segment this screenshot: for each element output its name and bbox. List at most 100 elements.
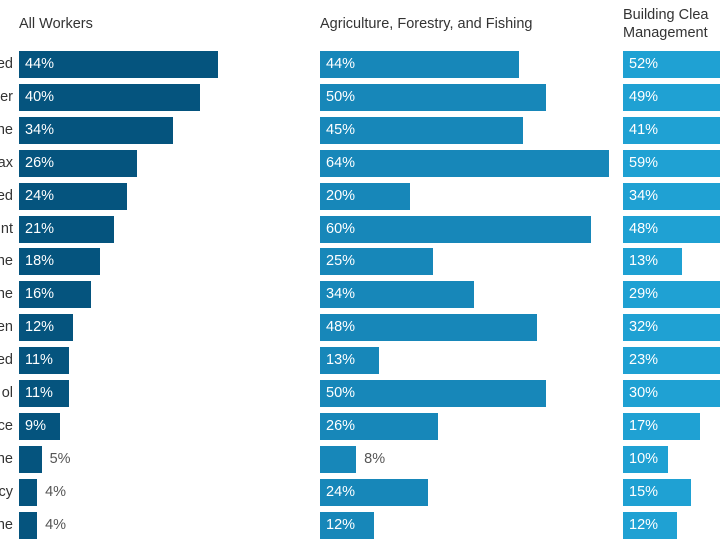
data-label: 50% — [326, 385, 356, 401]
data-label: 23% — [629, 352, 659, 369]
bar — [320, 83, 546, 111]
bar — [320, 380, 546, 407]
category-label: ce — [0, 417, 13, 434]
bar — [623, 215, 720, 243]
data-label: 59% — [629, 154, 659, 171]
data-label: 11% — [25, 352, 53, 369]
data-label: 13% — [629, 253, 659, 270]
bar — [19, 478, 38, 506]
data-label: 44% — [25, 56, 55, 72]
data-label: 4% — [45, 483, 67, 500]
data-label: 41% — [629, 121, 659, 138]
bar — [320, 182, 411, 210]
category-label: er — [0, 88, 13, 105]
data-label: 34% — [629, 187, 659, 204]
data-label: 24% — [326, 483, 356, 500]
bar — [19, 215, 114, 243]
data-label: 30% — [629, 385, 659, 401]
data-label: 5% — [49, 450, 71, 467]
bar — [623, 445, 669, 473]
bar — [19, 347, 69, 375]
data-label: 9% — [25, 417, 46, 434]
bar — [623, 314, 720, 342]
bar — [320, 412, 438, 440]
category-label: ne — [0, 121, 13, 138]
bar — [320, 248, 433, 276]
data-label: 15% — [629, 483, 659, 500]
bar — [623, 281, 720, 309]
data-label: 60% — [326, 220, 356, 237]
data-label: 26% — [25, 154, 55, 171]
bar — [320, 149, 610, 177]
data-label: 20% — [326, 187, 356, 204]
category-label: ne — [0, 286, 13, 303]
bar — [320, 478, 429, 506]
panel-title-line: All Workers — [19, 16, 93, 32]
category-label: nt — [0, 220, 13, 237]
bar — [19, 380, 69, 407]
data-label: 21% — [25, 220, 55, 237]
bar — [623, 380, 720, 407]
data-label: 44% — [326, 56, 356, 72]
bar — [320, 347, 379, 375]
data-label: 10% — [629, 450, 659, 467]
data-label: 25% — [326, 253, 356, 270]
data-label: 34% — [326, 286, 356, 303]
data-label: 48% — [326, 319, 356, 336]
bar — [623, 478, 691, 506]
bar — [320, 51, 519, 78]
data-label: 52% — [629, 56, 659, 72]
bar — [623, 412, 700, 440]
category-label: ne — [0, 516, 13, 533]
bar — [19, 412, 60, 440]
bar — [623, 347, 720, 375]
bar — [320, 511, 375, 539]
data-label: 34% — [25, 121, 55, 138]
category-label: ax — [0, 154, 13, 171]
bar — [320, 445, 357, 473]
bar — [320, 215, 592, 243]
data-label: 18% — [25, 253, 55, 270]
bar — [19, 248, 101, 276]
panel-title-line: Management — [623, 25, 708, 41]
data-label: 29% — [629, 286, 659, 303]
data-label: 26% — [326, 417, 356, 434]
category-label: ol — [1, 385, 13, 401]
data-label: 16% — [25, 286, 55, 303]
bar — [19, 511, 38, 539]
data-label: 13% — [326, 352, 356, 369]
data-label: 24% — [25, 187, 55, 204]
bar — [19, 445, 42, 473]
data-label: 49% — [629, 88, 659, 105]
category-label: ne — [0, 450, 13, 467]
bar — [320, 314, 537, 342]
bar — [19, 281, 92, 309]
data-label: 8% — [364, 450, 386, 467]
bar — [623, 149, 720, 177]
bar — [19, 182, 128, 210]
category-label: ne — [0, 253, 13, 270]
panel-title-line: Building Clea — [623, 7, 709, 23]
bar — [623, 51, 720, 78]
category-label: en — [0, 319, 13, 336]
data-label: 50% — [326, 88, 356, 105]
category-label: ed — [0, 352, 13, 369]
category-label: ed — [0, 187, 13, 204]
data-label: 32% — [629, 319, 659, 336]
data-label: 48% — [629, 220, 659, 237]
data-label: 12% — [25, 319, 55, 336]
panel-title: Agriculture, Forestry, and Fishing — [320, 15, 532, 33]
data-label: 12% — [629, 516, 659, 533]
bar — [623, 511, 678, 539]
bar — [623, 116, 720, 144]
bar — [19, 51, 218, 78]
category-label: ed — [0, 56, 13, 72]
bar — [623, 182, 720, 210]
bar — [19, 116, 173, 144]
bar — [320, 116, 524, 144]
bar — [19, 314, 74, 342]
data-label: 12% — [326, 516, 356, 533]
data-label: 45% — [326, 121, 356, 138]
data-label: 4% — [45, 516, 67, 533]
